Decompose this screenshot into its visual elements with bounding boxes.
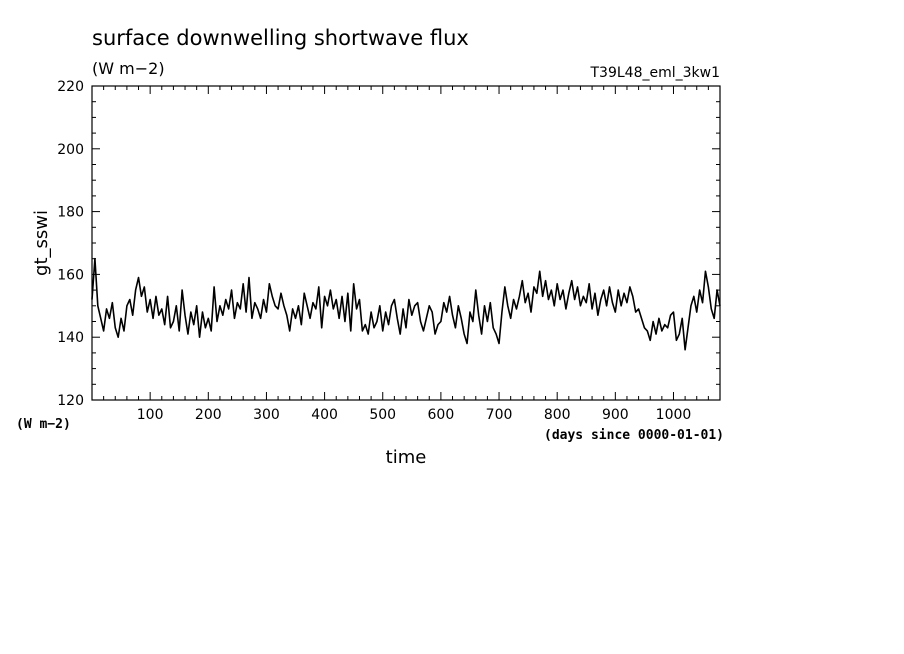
y-axis-title: gt_sswi bbox=[31, 210, 52, 276]
y-tick-label: 160 bbox=[57, 267, 84, 283]
x-tick-label: 200 bbox=[195, 407, 222, 423]
x-tick-label: 800 bbox=[544, 407, 571, 423]
series-line bbox=[91, 257, 721, 351]
x-tick-label: 600 bbox=[428, 407, 455, 423]
x-tick-label: 1000 bbox=[656, 407, 692, 423]
x-tick-label: 500 bbox=[369, 407, 396, 423]
x-unit-label: (days since 0000-01-01) bbox=[544, 428, 724, 443]
run-label: T39L48_eml_3kw1 bbox=[590, 65, 721, 81]
x-tick-label: 300 bbox=[253, 407, 280, 423]
y-tick-label: 140 bbox=[57, 330, 84, 346]
x-tick-label: 400 bbox=[311, 407, 338, 423]
y-tick-label: 120 bbox=[57, 393, 84, 409]
y-axis: 120 140 160 180 200 220 bbox=[57, 79, 720, 409]
x-tick-label: 900 bbox=[602, 407, 629, 423]
y-tick-label: 200 bbox=[57, 142, 84, 158]
plot-frame bbox=[91, 85, 721, 401]
y-tick-label: 180 bbox=[57, 205, 84, 221]
y-tick-label: 220 bbox=[57, 79, 84, 95]
x-axis: 100 200 300 400 500 600 700 800 900 1000 bbox=[103, 86, 709, 423]
x-tick-label: 700 bbox=[486, 407, 513, 423]
x-axis-title: time bbox=[386, 447, 427, 468]
x-tick-label: 100 bbox=[137, 407, 164, 423]
chart-subtitle: (W m−2) bbox=[92, 59, 165, 78]
chart-title: surface downwelling shortwave flux bbox=[92, 26, 469, 50]
y-unit-label: (W m−2) bbox=[16, 417, 71, 432]
